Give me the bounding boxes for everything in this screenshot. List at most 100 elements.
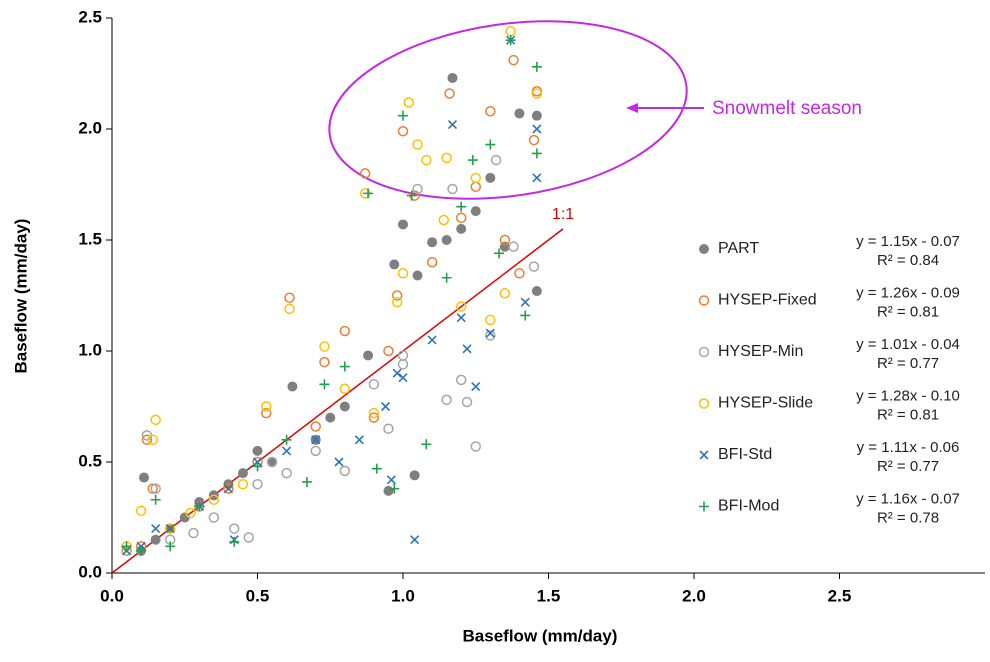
point (391, 296, 403, 308)
point (531, 110, 542, 121)
legend-equation: y = 1.16x - 0.07 (856, 490, 960, 507)
legend-r2: R² = 0.78 (877, 509, 939, 526)
point (282, 446, 292, 456)
point (359, 168, 371, 179)
legend-marker (699, 501, 709, 512)
point (325, 412, 336, 423)
point (371, 463, 382, 474)
point (223, 483, 234, 494)
point (406, 190, 417, 201)
point (485, 314, 496, 326)
point (490, 154, 502, 166)
legend-equation: y = 1.26x - 0.09 (856, 284, 960, 301)
point (208, 512, 220, 523)
point (389, 483, 400, 494)
arrow-head (626, 103, 638, 113)
point (455, 301, 467, 312)
point (121, 541, 132, 552)
point (505, 35, 516, 46)
point (397, 268, 409, 279)
legend-marker (698, 295, 710, 306)
legend-equation: y = 1.01x - 0.04 (856, 336, 960, 353)
point (363, 350, 374, 361)
legend-marker (699, 244, 709, 254)
legend-label: HYSEP-Fixed (718, 292, 817, 309)
point (470, 181, 481, 192)
point (485, 172, 496, 183)
point (520, 310, 531, 321)
point (456, 201, 467, 212)
point (392, 368, 402, 378)
y-tick-label: 1.0 (78, 340, 102, 359)
point (383, 485, 394, 496)
y-tick-label: 2.5 (78, 7, 102, 26)
x-tick-label: 1.0 (391, 586, 415, 605)
point (165, 524, 175, 534)
point (228, 523, 240, 534)
point (151, 524, 161, 534)
x-tick-label: 2.5 (828, 586, 852, 605)
legend-equation: y = 1.28x - 0.10 (856, 387, 960, 404)
point (470, 441, 481, 452)
point (532, 124, 542, 134)
point (383, 345, 394, 357)
point (494, 248, 505, 259)
point (252, 461, 263, 472)
point (136, 545, 147, 556)
x-tick-label: 1.5 (537, 586, 561, 605)
point (531, 88, 543, 99)
point (237, 468, 248, 479)
x-tick-label: 0.5 (246, 586, 270, 605)
point (139, 472, 150, 483)
point (281, 467, 292, 479)
point (185, 507, 196, 519)
point (441, 152, 452, 164)
point (397, 125, 409, 137)
point (397, 350, 409, 361)
point (485, 328, 495, 338)
point (319, 356, 330, 368)
point (412, 270, 423, 281)
point (441, 235, 452, 245)
legend-label: HYSEP-Slide (718, 395, 813, 412)
x-tick-label: 2.0 (682, 586, 706, 605)
point (368, 407, 380, 419)
point (455, 374, 467, 386)
point (188, 527, 199, 539)
point (319, 341, 330, 352)
point (444, 88, 455, 99)
one-to-one-line (111, 228, 564, 574)
point (179, 512, 190, 523)
point (508, 54, 519, 66)
point (499, 288, 511, 299)
point (421, 154, 432, 166)
point (398, 373, 408, 383)
point (397, 359, 409, 370)
point (150, 494, 161, 505)
y-tick-label: 0.5 (78, 451, 102, 470)
point (386, 475, 396, 485)
legend-marker (699, 450, 709, 460)
legend-equation: y = 1.15x - 0.07 (856, 233, 960, 250)
point (310, 421, 321, 432)
legend-label: BFI-Std (718, 446, 772, 463)
point (368, 379, 380, 390)
point (339, 383, 351, 394)
legend-equation: y = 1.11x - 0.06 (857, 439, 960, 456)
point (409, 470, 420, 481)
legend-marker (698, 398, 710, 409)
point (520, 297, 530, 307)
point (311, 435, 321, 445)
point (455, 212, 467, 224)
point (471, 381, 481, 392)
point (426, 256, 438, 268)
point (456, 223, 467, 234)
point (229, 536, 240, 547)
point (368, 412, 380, 423)
legend-label: HYSEP-Min (718, 343, 803, 360)
annotation: Snowmelt season (712, 98, 862, 119)
point (339, 325, 351, 337)
point (412, 183, 423, 195)
point (470, 172, 481, 184)
